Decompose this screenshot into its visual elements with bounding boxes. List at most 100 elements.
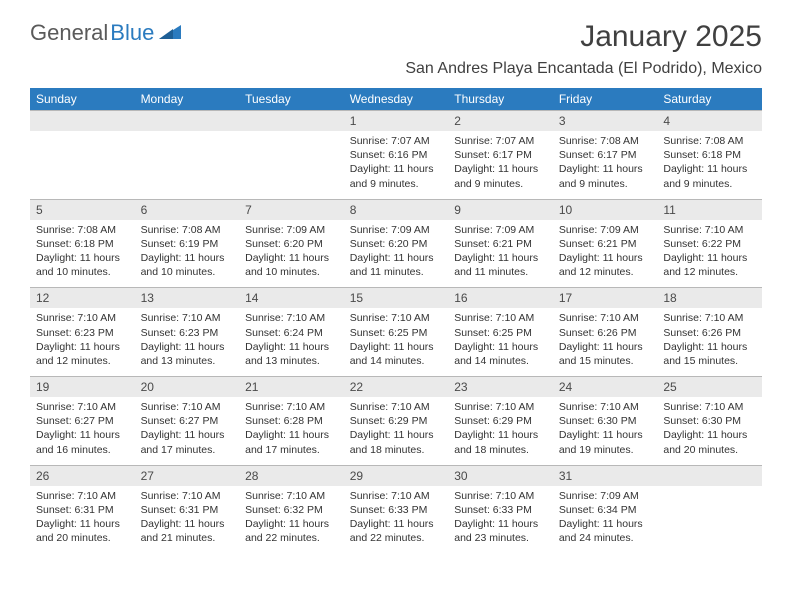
sunrise-line: Sunrise: 7:10 AM	[36, 311, 129, 325]
sunset-line: Sunset: 6:20 PM	[350, 237, 443, 251]
daylight-line: Daylight: 11 hours and 20 minutes.	[663, 428, 756, 456]
day-number-cell: 15	[344, 288, 449, 309]
day-header-row: Sunday Monday Tuesday Wednesday Thursday…	[30, 88, 762, 111]
day-number-cell: 14	[239, 288, 344, 309]
day-data-cell: Sunrise: 7:10 AMSunset: 6:26 PMDaylight:…	[553, 308, 658, 376]
sunset-line: Sunset: 6:25 PM	[454, 326, 547, 340]
day-number-cell: 21	[239, 377, 344, 398]
sunrise-line: Sunrise: 7:10 AM	[663, 311, 756, 325]
month-title: January 2025	[580, 20, 762, 54]
day-data-cell: Sunrise: 7:10 AMSunset: 6:31 PMDaylight:…	[30, 486, 135, 554]
daylight-line: Daylight: 11 hours and 9 minutes.	[663, 162, 756, 190]
day-number-cell: 31	[553, 465, 658, 486]
day-number-cell: 1	[344, 111, 449, 132]
sunset-line: Sunset: 6:18 PM	[36, 237, 129, 251]
daydata-row: Sunrise: 7:10 AMSunset: 6:27 PMDaylight:…	[30, 397, 762, 465]
sunset-line: Sunset: 6:26 PM	[559, 326, 652, 340]
daylight-line: Daylight: 11 hours and 9 minutes.	[559, 162, 652, 190]
day-data-cell: Sunrise: 7:08 AMSunset: 6:19 PMDaylight:…	[135, 220, 240, 288]
logo-text-blue: Blue	[110, 20, 154, 46]
day-data-cell: Sunrise: 7:10 AMSunset: 6:22 PMDaylight:…	[657, 220, 762, 288]
day-number-cell: 24	[553, 377, 658, 398]
day-data-cell: Sunrise: 7:09 AMSunset: 6:20 PMDaylight:…	[239, 220, 344, 288]
dayhead-mon: Monday	[135, 88, 240, 111]
day-data-cell: Sunrise: 7:08 AMSunset: 6:18 PMDaylight:…	[30, 220, 135, 288]
daylight-line: Daylight: 11 hours and 23 minutes.	[454, 517, 547, 545]
sunrise-line: Sunrise: 7:10 AM	[350, 400, 443, 414]
daylight-line: Daylight: 11 hours and 14 minutes.	[454, 340, 547, 368]
daydata-row: Sunrise: 7:10 AMSunset: 6:23 PMDaylight:…	[30, 308, 762, 376]
daylight-line: Daylight: 11 hours and 24 minutes.	[559, 517, 652, 545]
day-number-cell: 25	[657, 377, 762, 398]
day-data-cell: Sunrise: 7:10 AMSunset: 6:27 PMDaylight:…	[30, 397, 135, 465]
day-data-cell	[30, 131, 135, 199]
day-data-cell: Sunrise: 7:10 AMSunset: 6:26 PMDaylight:…	[657, 308, 762, 376]
day-data-cell: Sunrise: 7:10 AMSunset: 6:30 PMDaylight:…	[657, 397, 762, 465]
sunset-line: Sunset: 6:26 PM	[663, 326, 756, 340]
day-data-cell: Sunrise: 7:07 AMSunset: 6:16 PMDaylight:…	[344, 131, 449, 199]
sunset-line: Sunset: 6:19 PM	[141, 237, 234, 251]
daylight-line: Daylight: 11 hours and 22 minutes.	[245, 517, 338, 545]
daylight-line: Daylight: 11 hours and 15 minutes.	[663, 340, 756, 368]
day-number-cell: 2	[448, 111, 553, 132]
daylight-line: Daylight: 11 hours and 11 minutes.	[454, 251, 547, 279]
day-data-cell: Sunrise: 7:10 AMSunset: 6:30 PMDaylight:…	[553, 397, 658, 465]
daylight-line: Daylight: 11 hours and 14 minutes.	[350, 340, 443, 368]
dayhead-sat: Saturday	[657, 88, 762, 111]
daylight-line: Daylight: 11 hours and 18 minutes.	[454, 428, 547, 456]
sunset-line: Sunset: 6:27 PM	[141, 414, 234, 428]
daylight-line: Daylight: 11 hours and 18 minutes.	[350, 428, 443, 456]
day-data-cell: Sunrise: 7:09 AMSunset: 6:34 PMDaylight:…	[553, 486, 658, 554]
sunrise-line: Sunrise: 7:10 AM	[454, 400, 547, 414]
daylight-line: Daylight: 11 hours and 20 minutes.	[36, 517, 129, 545]
dayhead-wed: Wednesday	[344, 88, 449, 111]
sunset-line: Sunset: 6:32 PM	[245, 503, 338, 517]
sunset-line: Sunset: 6:23 PM	[141, 326, 234, 340]
day-number-cell: 8	[344, 199, 449, 220]
day-data-cell: Sunrise: 7:10 AMSunset: 6:33 PMDaylight:…	[448, 486, 553, 554]
daylight-line: Daylight: 11 hours and 15 minutes.	[559, 340, 652, 368]
daylight-line: Daylight: 11 hours and 12 minutes.	[36, 340, 129, 368]
daynum-row: 567891011	[30, 199, 762, 220]
sunset-line: Sunset: 6:16 PM	[350, 148, 443, 162]
daydata-row: Sunrise: 7:08 AMSunset: 6:18 PM Daylight:…	[30, 220, 762, 288]
daynum-row: 1234	[30, 111, 762, 132]
day-number-cell: 27	[135, 465, 240, 486]
calendar-body: 1234Sunrise: 7:07 AMSunset: 6:16 PMDayli…	[30, 111, 762, 554]
calendar-table: Sunday Monday Tuesday Wednesday Thursday…	[30, 88, 762, 553]
daylight-line: Daylight: 11 hours and 10 minutes.	[245, 251, 338, 279]
sunrise-line: Sunrise: 7:10 AM	[141, 311, 234, 325]
sunrise-line: Sunrise: 7:09 AM	[559, 489, 652, 503]
day-data-cell: Sunrise: 7:10 AMSunset: 6:29 PMDaylight:…	[344, 397, 449, 465]
day-number-cell: 28	[239, 465, 344, 486]
sunset-line: Sunset: 6:21 PM	[454, 237, 547, 251]
daylight-line: Daylight: 11 hours and 10 minutes.	[141, 251, 234, 279]
day-number-cell: 6	[135, 199, 240, 220]
day-data-cell: Sunrise: 7:10 AMSunset: 6:28 PMDaylight:…	[239, 397, 344, 465]
sunrise-line: Sunrise: 7:08 AM	[36, 223, 129, 237]
day-number-cell	[239, 111, 344, 132]
sunrise-line: Sunrise: 7:10 AM	[454, 489, 547, 503]
day-number-cell: 17	[553, 288, 658, 309]
sunset-line: Sunset: 6:33 PM	[454, 503, 547, 517]
daynum-row: 19202122232425	[30, 377, 762, 398]
day-data-cell: Sunrise: 7:10 AMSunset: 6:33 PMDaylight:…	[344, 486, 449, 554]
daylight-line: Daylight: 11 hours and 16 minutes.	[36, 428, 129, 456]
sunset-line: Sunset: 6:27 PM	[36, 414, 129, 428]
sunrise-line: Sunrise: 7:10 AM	[663, 400, 756, 414]
day-number-cell: 4	[657, 111, 762, 132]
daydata-row: Sunrise: 7:07 AMSunset: 6:16 PMDaylight:…	[30, 131, 762, 199]
sunrise-line: Sunrise: 7:09 AM	[454, 223, 547, 237]
day-number-cell: 20	[135, 377, 240, 398]
sunrise-line: Sunrise: 7:09 AM	[559, 223, 652, 237]
day-data-cell: Sunrise: 7:10 AMSunset: 6:32 PMDaylight:…	[239, 486, 344, 554]
day-number-cell: 9	[448, 199, 553, 220]
day-number-cell: 7	[239, 199, 344, 220]
day-number-cell: 22	[344, 377, 449, 398]
sunset-line: Sunset: 6:20 PM	[245, 237, 338, 251]
daylight-line: Daylight: 11 hours and 9 minutes.	[350, 162, 443, 190]
daylight-line: Daylight: 11 hours and 22 minutes.	[350, 517, 443, 545]
logo: GeneralBlue	[30, 20, 181, 46]
day-data-cell: Sunrise: 7:10 AMSunset: 6:25 PMDaylight:…	[448, 308, 553, 376]
day-number-cell: 12	[30, 288, 135, 309]
